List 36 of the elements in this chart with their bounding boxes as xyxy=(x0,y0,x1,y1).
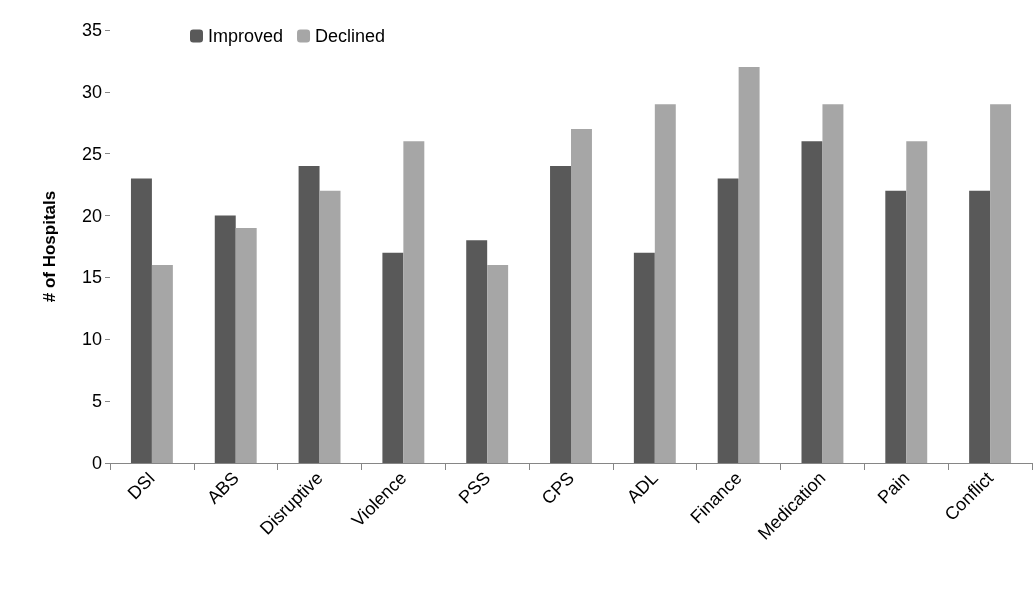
y-tick-label: 15 xyxy=(81,267,102,288)
y-tick-label: 0 xyxy=(91,453,102,473)
y-tick-label: 10 xyxy=(81,329,102,350)
bar xyxy=(487,265,509,463)
bar xyxy=(319,190,341,463)
bar xyxy=(969,190,991,463)
bar xyxy=(885,190,907,463)
bar xyxy=(571,128,592,463)
bar xyxy=(214,215,236,463)
bar xyxy=(235,227,257,463)
legend-label: Improved xyxy=(208,26,284,46)
bar xyxy=(654,104,676,463)
bar xyxy=(466,240,488,463)
y-tick-label: 30 xyxy=(81,81,102,102)
legend-label: Declined xyxy=(315,26,386,46)
bar xyxy=(403,141,425,463)
y-tick-label: 25 xyxy=(81,143,102,164)
bar xyxy=(990,104,1012,463)
bar xyxy=(717,178,739,463)
x-tick-label: ADL xyxy=(623,467,662,507)
x-tick-label: DSI xyxy=(123,467,159,504)
bar xyxy=(906,141,928,463)
x-tick-label: Pain xyxy=(873,467,914,508)
y-tick-label: 35 xyxy=(81,20,102,40)
bar xyxy=(822,104,844,463)
bar xyxy=(130,178,152,463)
y-tick-label: 20 xyxy=(81,205,102,226)
bar xyxy=(550,166,571,463)
y-tick-label: 5 xyxy=(91,391,102,412)
bar xyxy=(633,252,655,463)
bar xyxy=(151,265,173,463)
bar xyxy=(298,166,320,463)
bar xyxy=(801,141,823,463)
bar xyxy=(738,67,760,463)
y-axis-title: # of Hospitals xyxy=(40,190,59,303)
bar xyxy=(382,252,404,463)
